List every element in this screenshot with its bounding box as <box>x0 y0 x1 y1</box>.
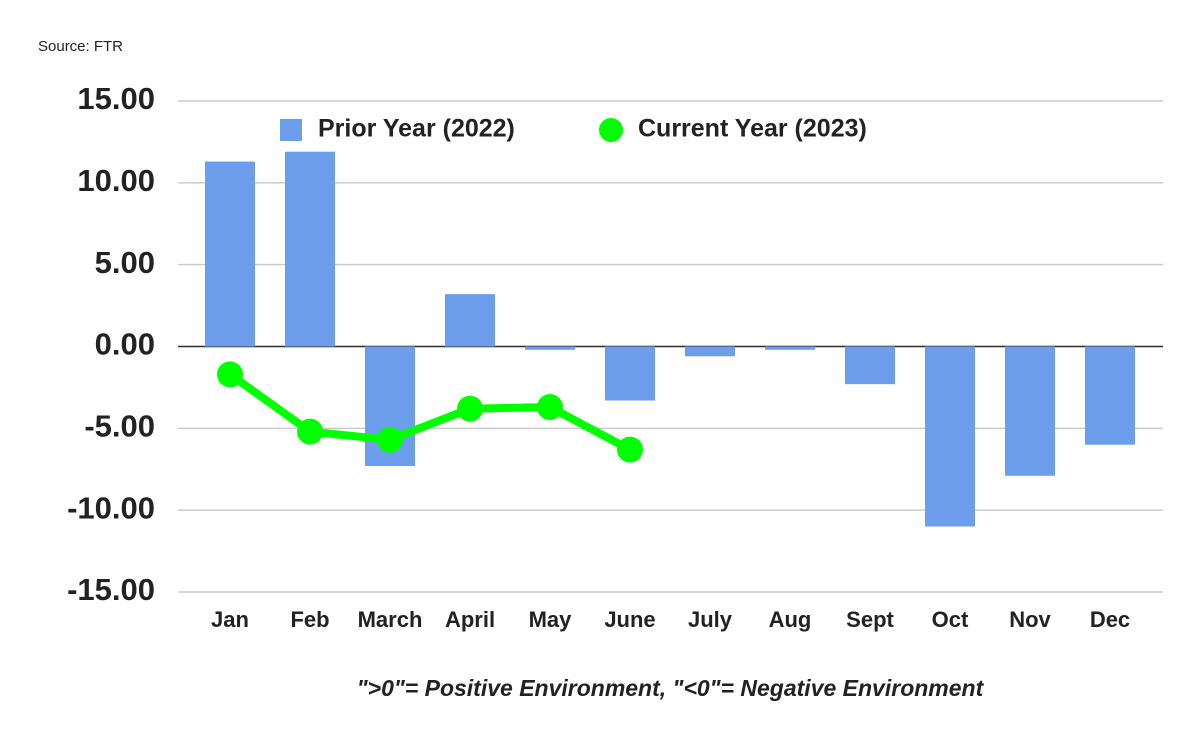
bar <box>205 161 255 347</box>
bar <box>445 294 495 347</box>
legend-label: Prior Year (2022) <box>318 115 515 143</box>
point <box>617 436 643 463</box>
y-tick-label: 10.00 <box>77 163 155 198</box>
x-tick-label: Aug <box>769 607 812 632</box>
bar <box>685 346 735 357</box>
x-tick-label: Sept <box>846 607 894 632</box>
x-tick-label: April <box>445 607 495 632</box>
y-tick-label: 15.00 <box>77 81 155 116</box>
y-tick-label: 0.00 <box>95 327 155 362</box>
bar <box>925 346 975 527</box>
x-tick-label: Feb <box>290 607 329 632</box>
x-tick-label: Jan <box>211 607 249 632</box>
x-tick-label: Nov <box>1009 607 1051 632</box>
x-tick-label: Dec <box>1090 607 1130 632</box>
y-tick-label: -15.00 <box>67 572 155 607</box>
line <box>227 371 632 454</box>
point <box>537 394 563 421</box>
point <box>377 426 403 453</box>
bar <box>285 151 335 347</box>
y-tick-label: -5.00 <box>84 409 155 444</box>
bar <box>765 346 815 350</box>
point <box>217 361 243 388</box>
y-tick-label: -10.00 <box>67 490 155 525</box>
x-tick-label: June <box>604 607 655 632</box>
legend-label: Current Year (2023) <box>638 115 867 143</box>
source: Source: FTR <box>38 38 123 55</box>
x-tick-label: March <box>358 607 423 632</box>
x-tick-label: July <box>688 607 733 632</box>
x-tick-label: May <box>529 607 573 632</box>
x-tick-label: Oct <box>932 607 969 632</box>
bar <box>845 346 895 385</box>
legend-swatch <box>280 119 302 141</box>
legend-swatch <box>599 118 623 142</box>
bar <box>605 346 655 401</box>
point <box>457 395 483 422</box>
note: ">0"= Positive Environment, "<0"= Negati… <box>357 675 985 701</box>
bar <box>1085 346 1135 445</box>
bar <box>1005 346 1055 476</box>
bar <box>525 346 575 350</box>
point <box>297 418 323 445</box>
y-tick-label: 5.00 <box>95 245 155 280</box>
